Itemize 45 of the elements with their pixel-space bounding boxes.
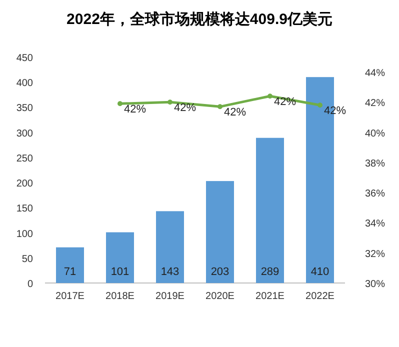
data-label: 42% (174, 102, 196, 114)
data-label: 71 (64, 266, 76, 278)
data-label: 143 (160, 266, 180, 278)
y-tick-label: 300 (16, 128, 34, 140)
bar (156, 211, 184, 283)
x-tick-label: 2017E (56, 291, 85, 302)
bar (256, 138, 284, 283)
y2-tick-label: 32% (365, 248, 386, 260)
bar (206, 181, 234, 283)
point (118, 101, 122, 106)
x-tick-label: 2020E (206, 291, 235, 302)
point (218, 104, 222, 110)
point (318, 102, 322, 108)
y-tick-label: 250 (16, 153, 34, 164)
y-tick-label: 350 (16, 103, 34, 114)
data-label: 42% (224, 106, 246, 119)
point (168, 100, 172, 105)
y2-tick-label: 42% (365, 98, 386, 110)
data-label: 42% (124, 104, 146, 116)
x-tick-label: 2021E (256, 291, 285, 302)
bar (56, 247, 84, 283)
data-label: 410 (310, 266, 330, 278)
point (268, 94, 272, 99)
y2-tick-label: 30% (365, 279, 386, 290)
data-label: 101 (110, 266, 130, 278)
bar (106, 232, 134, 283)
y-tick-label: 200 (16, 178, 34, 190)
x-tick-label: 2019E (156, 291, 185, 302)
y-tick-label: 100 (16, 228, 34, 240)
y2-tick-label: 40% (365, 128, 386, 140)
chart-title: 2022年，全球市场规模将达409.9亿美元 (66, 10, 332, 28)
y-tick-label: 450 (16, 53, 34, 64)
y2-tick-label: 36% (365, 188, 386, 200)
data-label: 203 (210, 266, 230, 278)
y-tick-label: 0 (27, 279, 34, 290)
y2-tick-label: 34% (365, 218, 386, 230)
y-tick-label: 400 (16, 78, 34, 90)
x-tick-label: 2018E (106, 291, 135, 302)
y-tick-label: 150 (16, 204, 34, 215)
x-tick-label: 2022E (306, 291, 335, 302)
y2-tick-label: 44% (365, 68, 386, 79)
y2-tick-label: 38% (365, 158, 386, 170)
data-label: 289 (260, 266, 280, 278)
data-label: 42% (274, 96, 296, 108)
y-tick-label: 50 (22, 254, 34, 265)
